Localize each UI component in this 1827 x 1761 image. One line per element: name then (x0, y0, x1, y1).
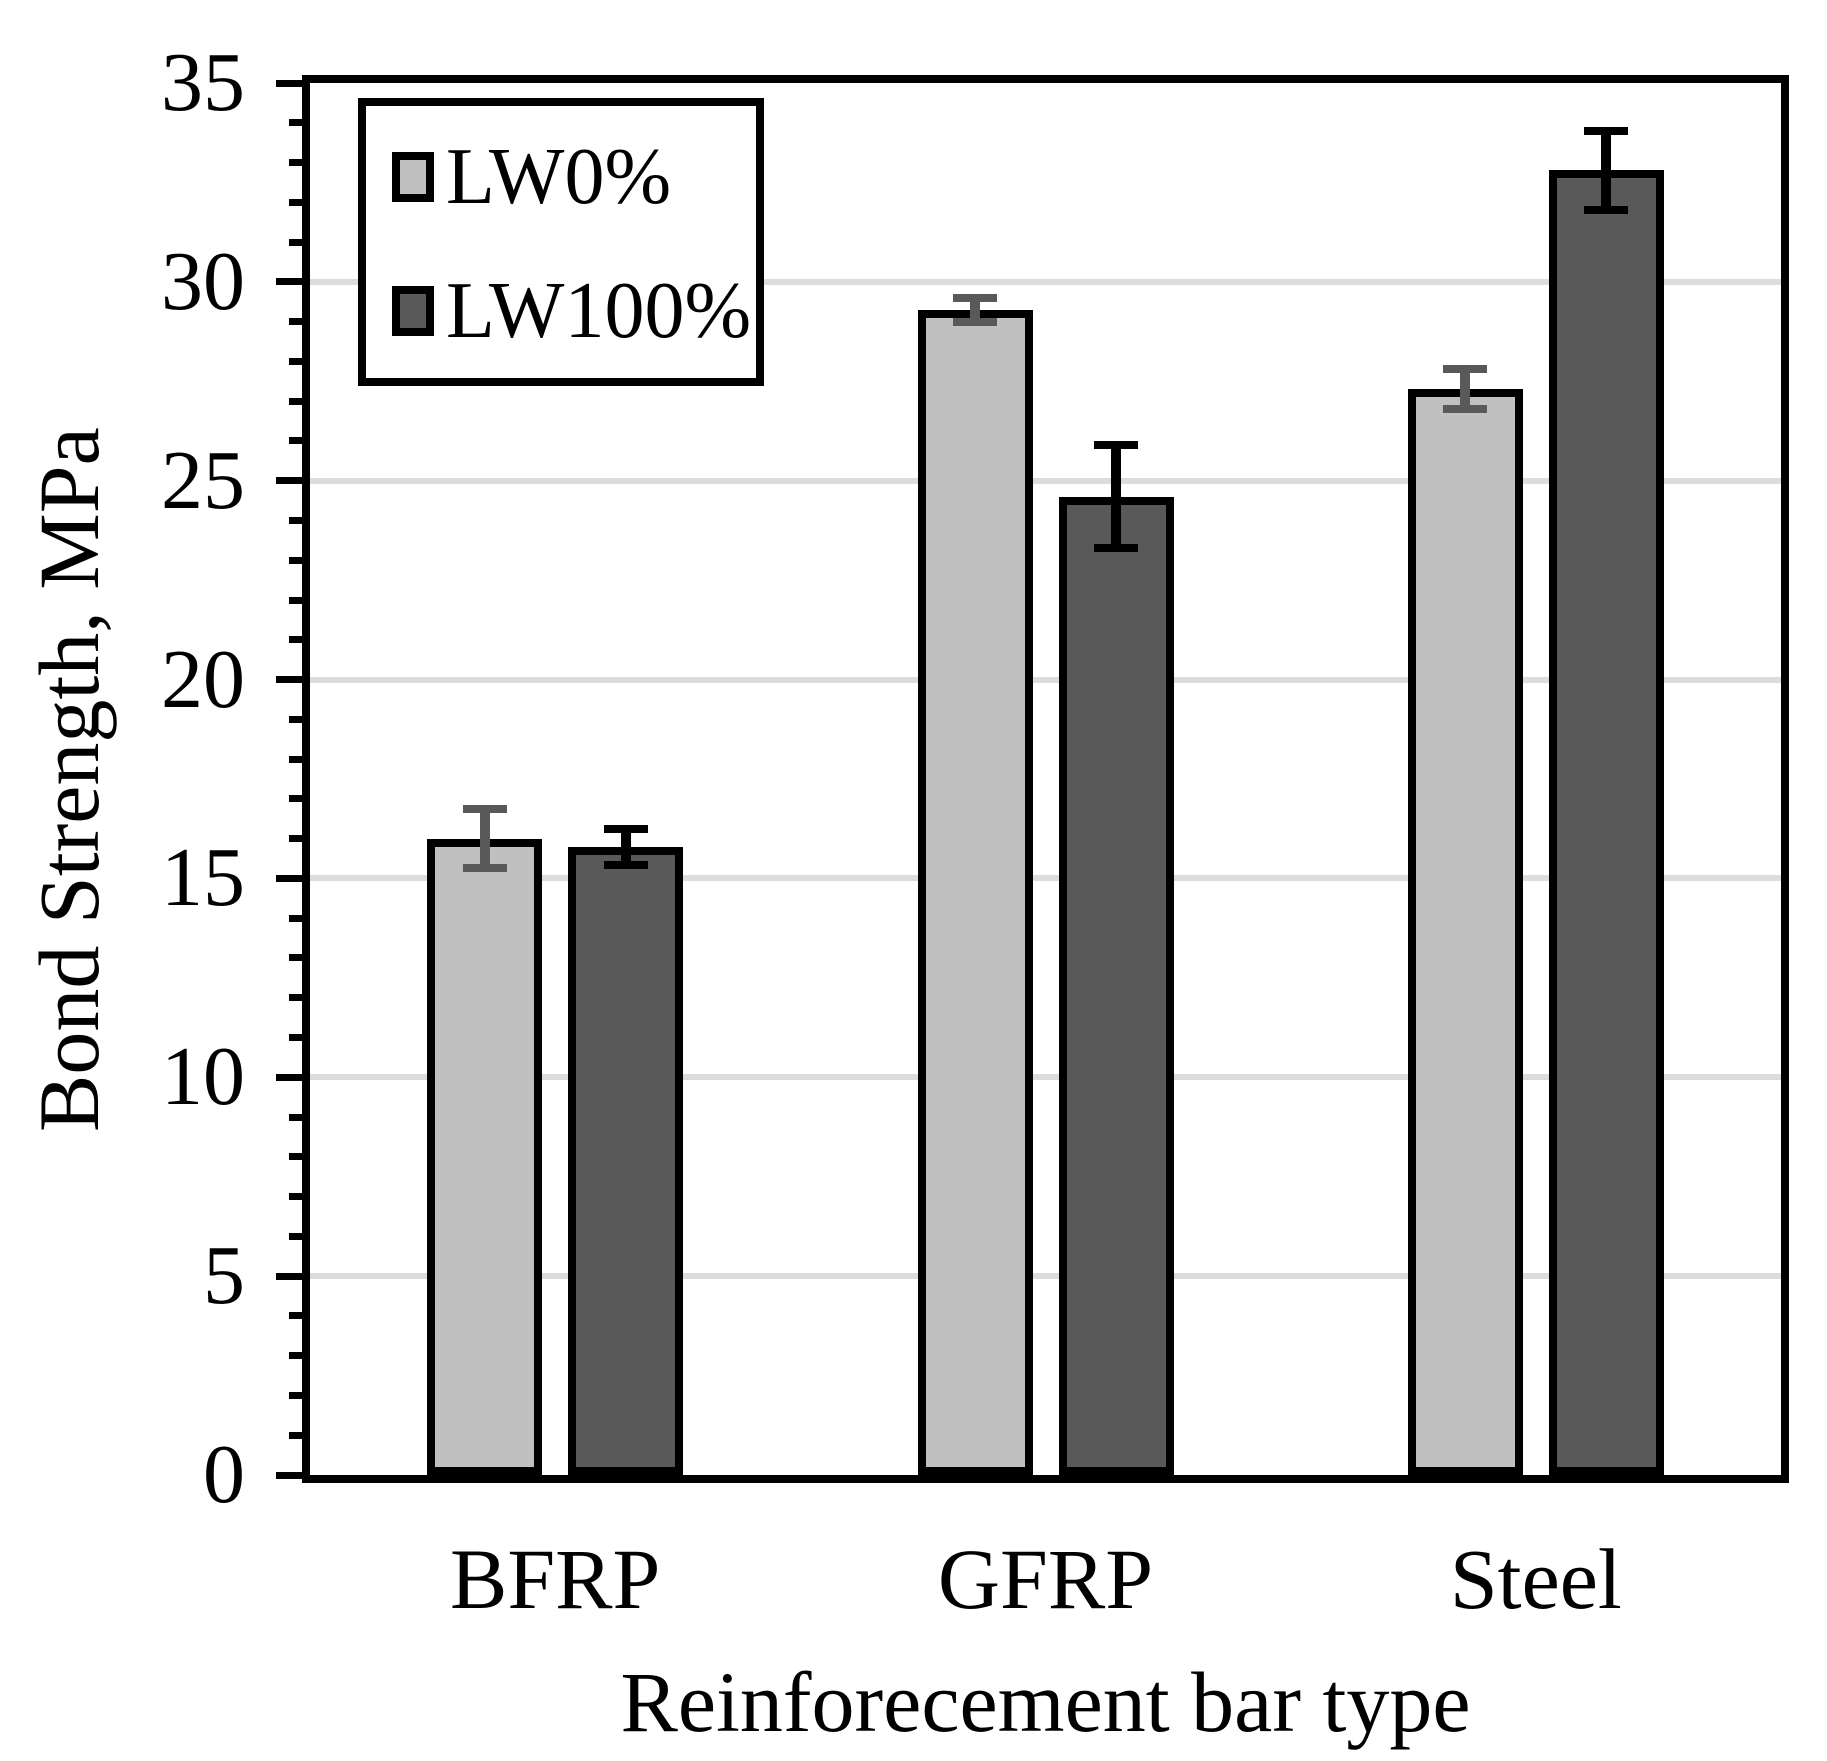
y-tick-label: 30 (161, 234, 245, 328)
y-tick-label: 20 (161, 632, 245, 726)
y-minor-tick (289, 954, 302, 962)
error-bar-cap-top (603, 824, 648, 833)
legend-label-lw100: LW100% (446, 267, 752, 355)
error-bar-lw100-gfrp (1111, 444, 1121, 549)
y-minor-tick (289, 914, 302, 922)
y-tick-label: 10 (161, 1030, 245, 1124)
y-minor-tick (289, 357, 302, 365)
y-minor-tick (289, 397, 302, 405)
gridline (310, 1273, 1781, 1280)
y-minor-tick (289, 1431, 302, 1439)
y-minor-tick (289, 238, 302, 246)
y-tick-label: 25 (161, 433, 245, 527)
error-bar-cap-top (953, 293, 997, 302)
error-bar-cap-bottom (1094, 544, 1138, 553)
x-tick-label-bfrp: BFRP (449, 1531, 661, 1627)
y-major-tick (276, 1272, 302, 1280)
y-minor-tick (289, 1153, 302, 1161)
x-tick-label-steel: Steel (1449, 1531, 1622, 1627)
x-axis-title: Reinforecement bar type (620, 1654, 1471, 1750)
y-minor-tick (289, 636, 302, 644)
gridline (310, 278, 1781, 285)
x-tick-label-gfrp: GFRP (937, 1531, 1154, 1627)
gridline (310, 875, 1781, 882)
error-bar-cap-bottom (1443, 405, 1488, 414)
y-tick-label: 0 (203, 1428, 245, 1521)
error-bar-lw0-bfrp (479, 808, 490, 869)
y-minor-tick (289, 755, 302, 763)
error-bar-lw0-steel (1460, 369, 1471, 410)
legend-label-lw0: LW0% (446, 133, 672, 221)
y-minor-tick (289, 835, 302, 843)
legend-swatch-lw0 (392, 152, 434, 202)
y-minor-tick (289, 159, 302, 167)
y-minor-tick (289, 715, 302, 723)
y-minor-tick (289, 1232, 302, 1240)
gridline (310, 477, 1781, 484)
y-minor-tick (289, 596, 302, 604)
error-bar-cap-top (1584, 126, 1629, 135)
y-minor-tick (289, 119, 302, 127)
y-minor-tick (289, 556, 302, 564)
legend-swatch-lw100 (392, 286, 434, 336)
y-minor-tick (289, 516, 302, 524)
y-tick-label: 5 (203, 1229, 245, 1323)
gridline (310, 1074, 1781, 1081)
y-tick-label: 35 (161, 36, 245, 129)
y-minor-tick (289, 1193, 302, 1201)
y-minor-tick (289, 437, 302, 445)
y-major-tick (276, 1073, 302, 1081)
bar-lw100-gfrp (1058, 496, 1174, 1475)
error-bar-cap-bottom (462, 864, 507, 873)
y-minor-tick (289, 1034, 302, 1041)
error-bar-cap-top (462, 804, 507, 813)
error-bar-cap-top (1443, 365, 1488, 374)
y-major-tick (276, 79, 302, 87)
y-minor-tick (289, 1391, 302, 1399)
legend-item-lw0: LW0% (392, 110, 756, 244)
error-bar-lw100-bfrp (620, 828, 631, 865)
y-major-tick (276, 278, 302, 286)
legend: LW0% LW100% (358, 98, 764, 386)
y-major-tick (276, 477, 302, 485)
y-minor-tick (289, 1113, 302, 1121)
error-bar-lw0-gfrp (970, 297, 980, 322)
bar-lw100-steel (1548, 170, 1664, 1475)
bar-lw0-steel (1407, 389, 1523, 1475)
error-bar-cap-bottom (1584, 206, 1629, 215)
y-minor-tick (289, 795, 302, 803)
gridline (310, 676, 1781, 683)
y-minor-tick (289, 1312, 302, 1320)
y-minor-tick (289, 1352, 302, 1360)
error-bar-lw100-steel (1601, 130, 1612, 211)
y-minor-tick (289, 198, 302, 206)
legend-item-lw100: LW100% (392, 244, 756, 378)
bar-lw100-bfrp (568, 846, 684, 1475)
y-minor-tick (289, 318, 302, 326)
y-minor-tick (289, 994, 302, 1002)
error-bar-cap-bottom (953, 317, 997, 326)
bar-lw0-bfrp (427, 838, 543, 1475)
error-bar-cap-top (1094, 440, 1138, 449)
bar-lw0-gfrp (917, 309, 1033, 1475)
y-major-tick (276, 676, 302, 684)
y-major-tick (276, 1471, 302, 1479)
error-bar-cap-bottom (603, 860, 648, 869)
y-major-tick (276, 874, 302, 882)
y-tick-label: 15 (161, 831, 245, 925)
